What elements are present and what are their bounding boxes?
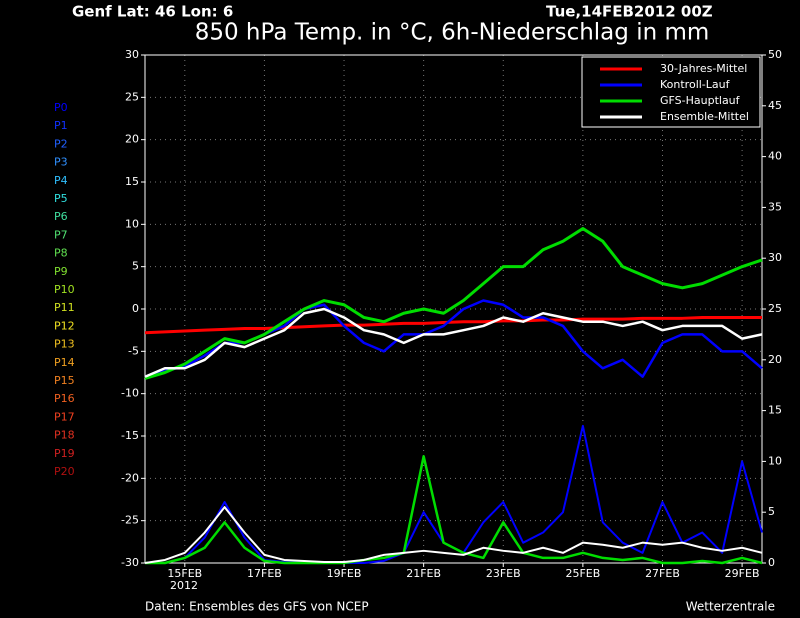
member-label: P4 bbox=[54, 174, 68, 187]
y2-tick-label: 15 bbox=[768, 404, 782, 417]
member-label: P3 bbox=[54, 156, 68, 169]
y-tick-label: 25 bbox=[125, 90, 139, 103]
legend-label: Ensemble-Mittel bbox=[660, 110, 749, 123]
y2-tick-label: 5 bbox=[768, 505, 775, 518]
y-tick-label: -10 bbox=[121, 387, 139, 400]
member-label: P17 bbox=[54, 410, 75, 423]
member-label: P6 bbox=[54, 210, 68, 223]
precip-line bbox=[145, 455, 763, 565]
member-label: P10 bbox=[54, 283, 75, 296]
y2-tick-label: 20 bbox=[768, 353, 782, 366]
x-tick-label: 25FEB bbox=[565, 567, 600, 580]
member-label: P9 bbox=[54, 265, 68, 278]
y-tick-label: 5 bbox=[132, 260, 139, 273]
temp-line bbox=[144, 307, 763, 378]
member-label: P20 bbox=[54, 465, 75, 478]
y-tick-label: 0 bbox=[132, 302, 139, 315]
x-tick-label: 23FEB bbox=[486, 567, 521, 580]
y-tick-label: -15 bbox=[121, 429, 139, 442]
header-left: Genf Lat: 46 Lon: 6 bbox=[72, 3, 233, 21]
y2-tick-label: 10 bbox=[768, 454, 782, 467]
y-tick-label: 20 bbox=[125, 133, 139, 146]
member-label: P14 bbox=[54, 356, 75, 369]
y-tick-label: -30 bbox=[121, 556, 139, 569]
x-tick-label: 29FEB bbox=[725, 567, 760, 580]
x-tick-label: 21FEB bbox=[406, 567, 441, 580]
y-tick-label: -20 bbox=[121, 471, 139, 484]
member-label: P8 bbox=[54, 247, 68, 260]
footer-right: Wetterzentrale bbox=[686, 600, 775, 614]
member-label: P0 bbox=[54, 101, 68, 114]
member-label: P18 bbox=[54, 429, 75, 442]
y2-tick-label: 40 bbox=[768, 150, 782, 163]
precip-line bbox=[144, 506, 763, 564]
x-tick-label: 15FEB bbox=[167, 567, 202, 580]
x-sublabel: 2012 bbox=[170, 579, 198, 592]
temp-line bbox=[144, 227, 763, 380]
y-tick-label: -25 bbox=[121, 514, 139, 527]
member-label: P12 bbox=[54, 319, 75, 332]
y2-tick-label: 50 bbox=[768, 48, 782, 61]
y2-tick-label: 35 bbox=[768, 200, 782, 213]
y-tick-label: 15 bbox=[125, 175, 139, 188]
x-tick-label: 27FEB bbox=[645, 567, 680, 580]
y2-tick-label: 45 bbox=[768, 99, 782, 112]
x-tick-label: 19FEB bbox=[327, 567, 362, 580]
legend-label: GFS-Hauptlauf bbox=[660, 94, 741, 107]
member-label: P19 bbox=[54, 447, 75, 460]
legend-label: Kontroll-Lauf bbox=[660, 78, 731, 91]
member-label: P7 bbox=[54, 228, 68, 241]
legend-label: 30-Jahres-Mittel bbox=[660, 62, 747, 75]
footer-left: Daten: Ensembles des GFS von NCEP bbox=[145, 600, 369, 614]
member-label: P2 bbox=[54, 137, 68, 150]
member-label: P16 bbox=[54, 392, 75, 405]
y-tick-label: 10 bbox=[125, 217, 139, 230]
plot-frame bbox=[144, 54, 763, 564]
temp-line bbox=[144, 315, 762, 335]
y-tick-label: -5 bbox=[128, 344, 139, 357]
y2-tick-label: 0 bbox=[768, 556, 775, 569]
member-label: P1 bbox=[54, 119, 68, 132]
y-tick-label: 30 bbox=[125, 48, 139, 61]
y2-tick-label: 30 bbox=[768, 251, 782, 264]
x-tick-label: 17FEB bbox=[247, 567, 282, 580]
member-label: P15 bbox=[54, 374, 75, 387]
y2-tick-label: 25 bbox=[768, 302, 782, 315]
member-label: P5 bbox=[54, 192, 68, 205]
header-right: Tue,14FEB2012 00Z bbox=[546, 3, 713, 21]
chart-title: 850 hPa Temp. in °C, 6h-Niederschlag in … bbox=[195, 20, 710, 46]
member-label: P11 bbox=[54, 301, 75, 314]
member-label: P13 bbox=[54, 338, 75, 351]
